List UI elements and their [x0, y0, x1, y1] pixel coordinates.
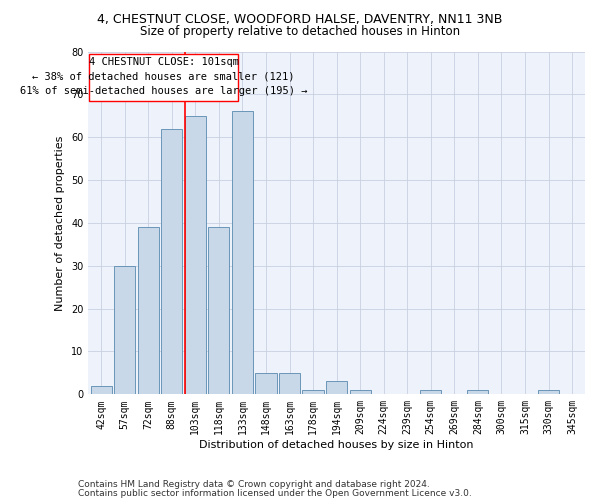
Text: 61% of semi-detached houses are larger (195) →: 61% of semi-detached houses are larger (…: [20, 86, 307, 96]
Bar: [161, 128, 182, 394]
Bar: [208, 227, 229, 394]
FancyBboxPatch shape: [89, 54, 238, 101]
Bar: [114, 266, 136, 394]
Bar: [91, 386, 112, 394]
Text: 4 CHESTNUT CLOSE: 101sqm: 4 CHESTNUT CLOSE: 101sqm: [89, 57, 239, 67]
Text: 4, CHESTNUT CLOSE, WOODFORD HALSE, DAVENTRY, NN11 3NB: 4, CHESTNUT CLOSE, WOODFORD HALSE, DAVEN…: [97, 12, 503, 26]
Bar: [185, 116, 206, 394]
Bar: [279, 373, 300, 394]
Text: Size of property relative to detached houses in Hinton: Size of property relative to detached ho…: [140, 25, 460, 38]
Bar: [538, 390, 559, 394]
Bar: [302, 390, 323, 394]
Bar: [467, 390, 488, 394]
Bar: [326, 382, 347, 394]
Bar: [420, 390, 442, 394]
Text: Contains HM Land Registry data © Crown copyright and database right 2024.: Contains HM Land Registry data © Crown c…: [78, 480, 430, 489]
Bar: [350, 390, 371, 394]
Bar: [137, 227, 159, 394]
Bar: [256, 373, 277, 394]
Text: ← 38% of detached houses are smaller (121): ← 38% of detached houses are smaller (12…: [32, 72, 295, 82]
Y-axis label: Number of detached properties: Number of detached properties: [55, 135, 65, 310]
Text: Contains public sector information licensed under the Open Government Licence v3: Contains public sector information licen…: [78, 489, 472, 498]
Bar: [232, 112, 253, 395]
X-axis label: Distribution of detached houses by size in Hinton: Distribution of detached houses by size …: [199, 440, 474, 450]
